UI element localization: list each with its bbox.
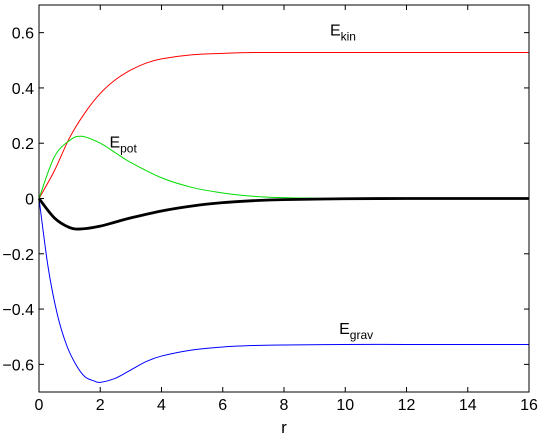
x-tick-label: 12 xyxy=(398,397,416,414)
x-tick-label: 14 xyxy=(459,397,477,414)
annotation-kin: Ekin xyxy=(330,22,356,43)
annotation-pot: Epot xyxy=(109,134,137,155)
x-tick-label: 6 xyxy=(218,397,227,414)
y-tick-label: 0.6 xyxy=(12,26,34,43)
y-tick-label: 0.2 xyxy=(12,136,34,153)
x-tick-label: 16 xyxy=(520,397,538,414)
y-tick-label: 0.4 xyxy=(12,81,34,98)
x-tick-label: 8 xyxy=(280,397,289,414)
x-tick-label: 2 xyxy=(96,397,105,414)
x-axis-label: r xyxy=(281,418,287,437)
x-tick-label: 0 xyxy=(35,397,44,414)
tick-layer: 0 2 4 6 8 10 12 14 16 0.6 0.4 0.2 0 −0.2 −0.4 −0.6 xyxy=(2,5,538,414)
y-tick-label: 0 xyxy=(25,192,34,209)
y-tick-label: −0.6 xyxy=(2,357,34,374)
series-line-kin xyxy=(38,51,529,199)
annotation-layer: Ekin Epot Egrav xyxy=(109,22,373,342)
y-tick-label: −0.4 xyxy=(2,302,34,319)
x-tick-label: 4 xyxy=(157,397,166,414)
series-line-grav xyxy=(38,198,529,383)
series-layer xyxy=(37,51,529,383)
series-line-total xyxy=(37,197,529,231)
y-tick-label: −0.2 xyxy=(2,247,34,264)
x-tick-label: 10 xyxy=(336,397,354,414)
annotation-grav: Egrav xyxy=(339,321,373,342)
